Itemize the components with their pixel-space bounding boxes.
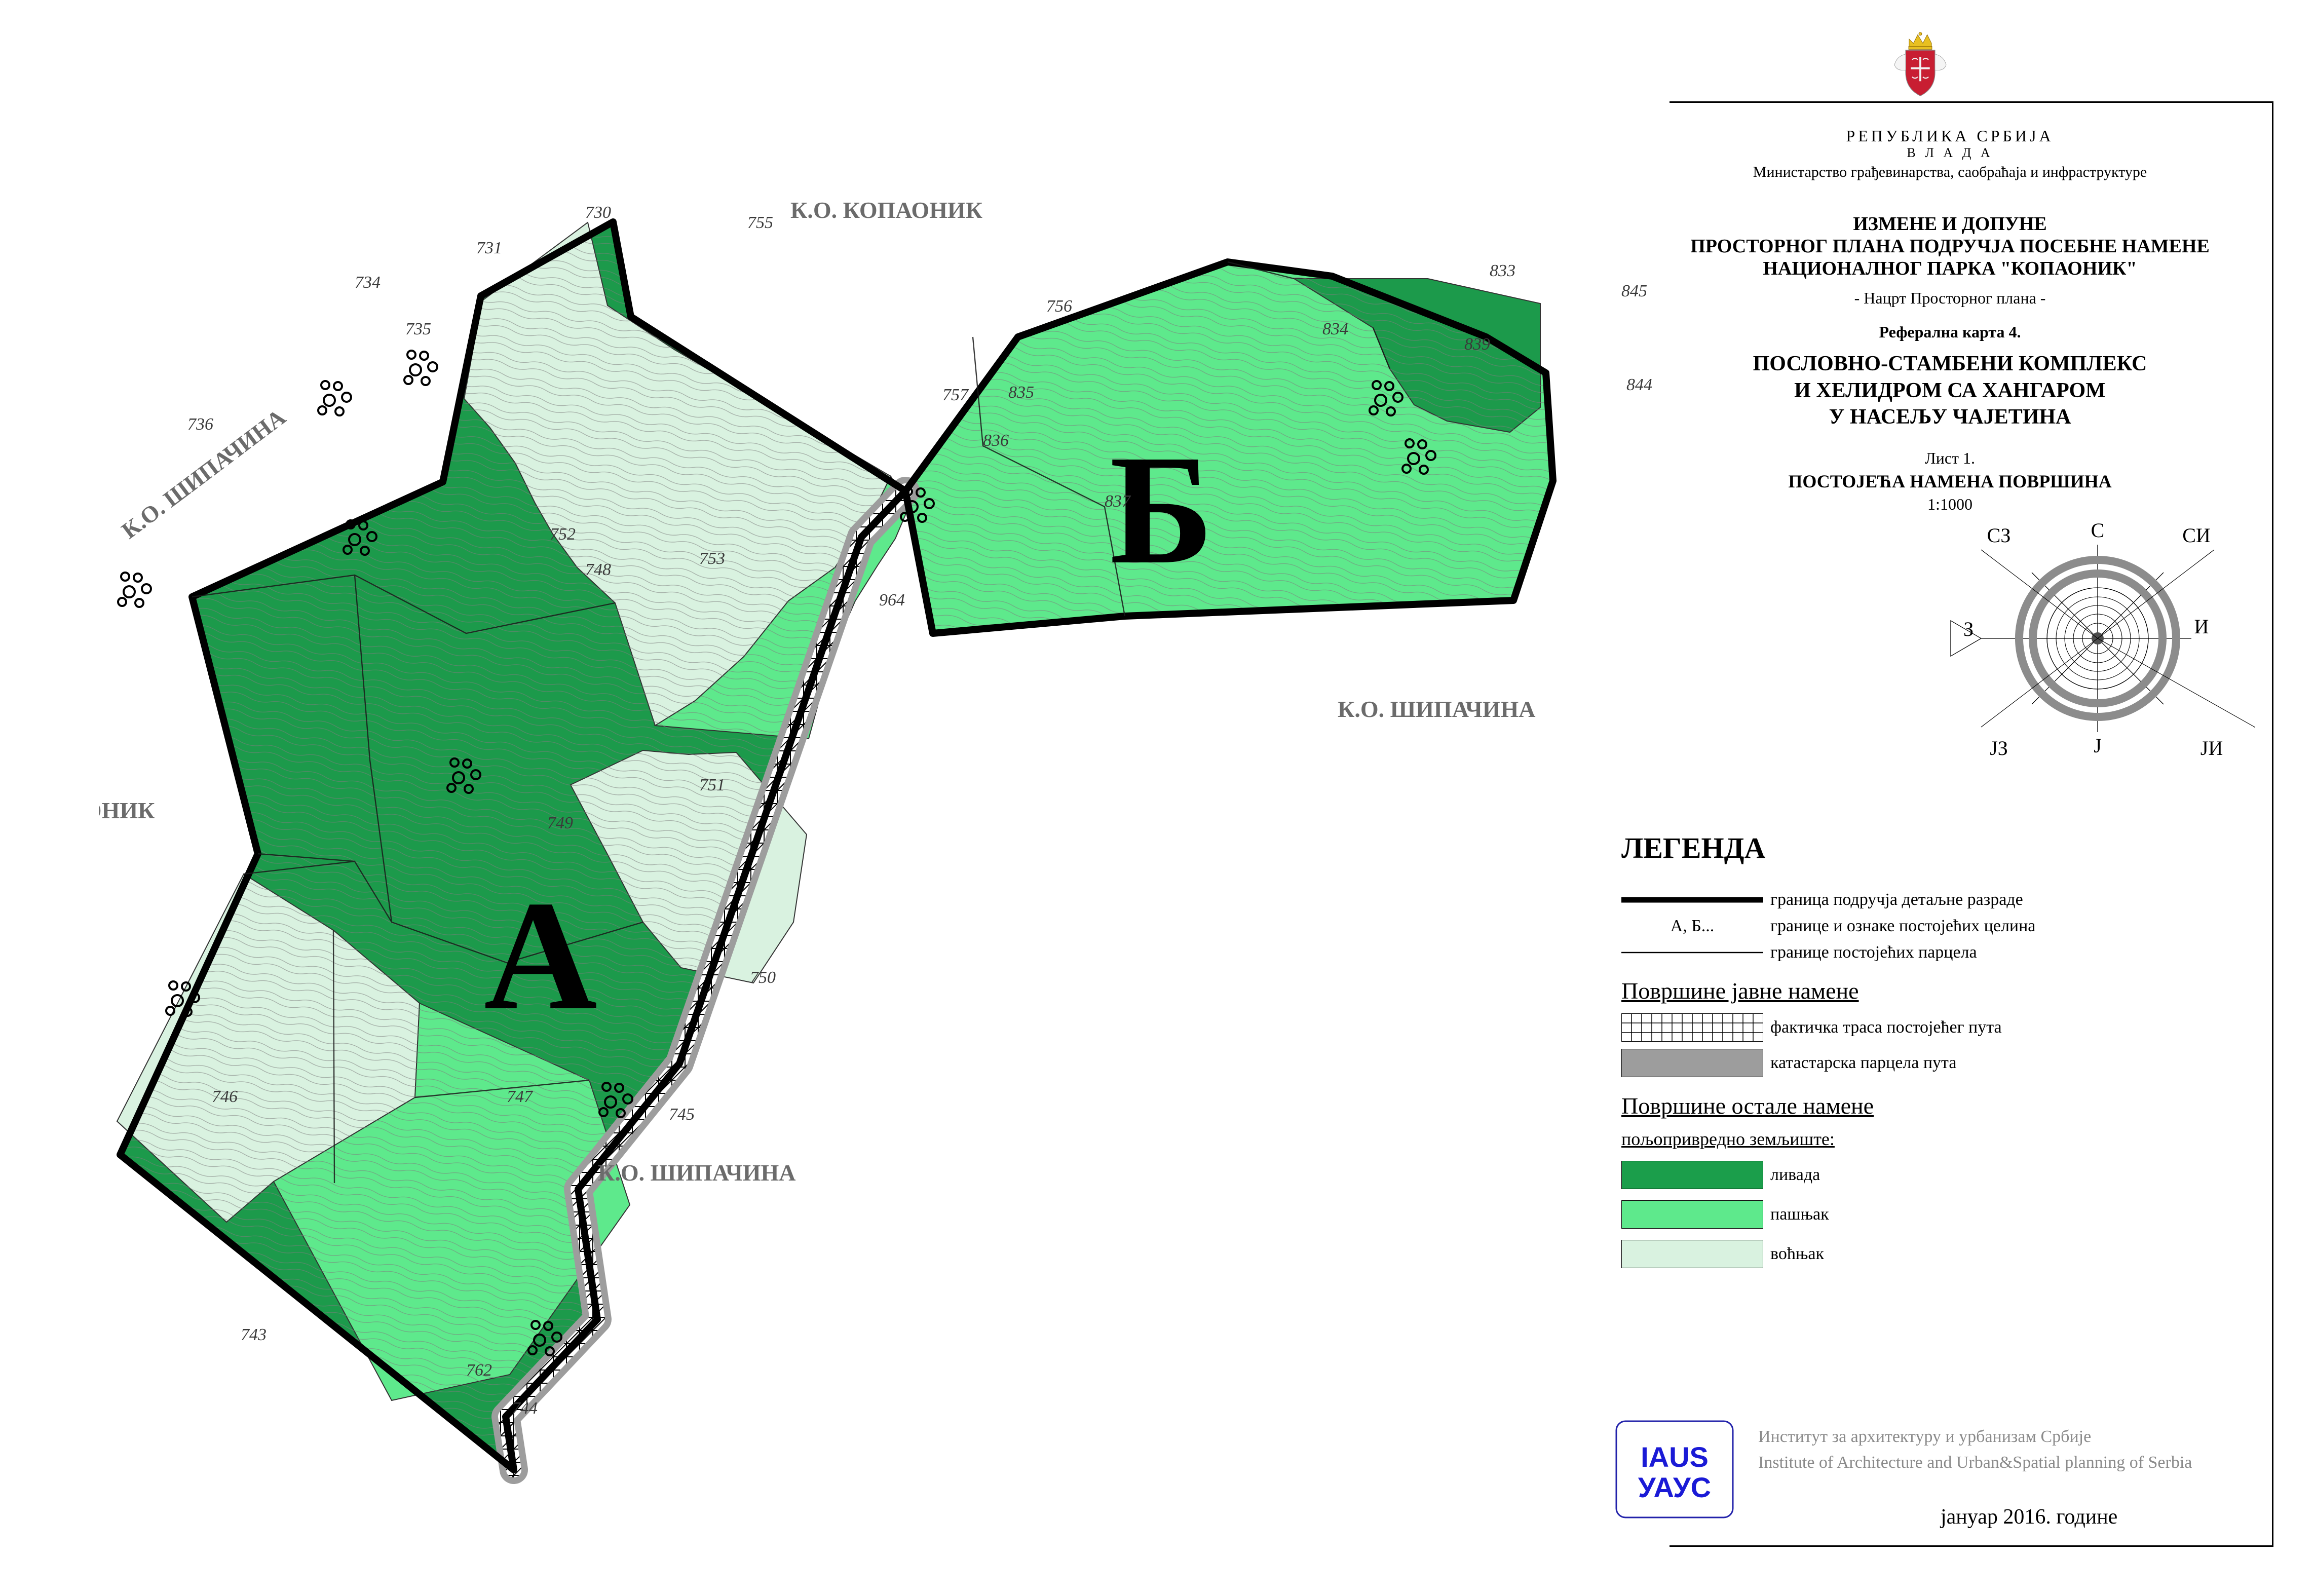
svg-text:835: 835 — [1008, 383, 1034, 402]
svg-text:734: 734 — [355, 273, 381, 292]
svg-text:К.О. КОПАОНИК: К.О. КОПАОНИК — [790, 197, 982, 223]
svg-text:С: С — [2091, 519, 2105, 542]
svg-text:К.О. ШИПАЧИНА: К.О. ШИПАЧИНА — [598, 1160, 795, 1186]
svg-text:752: 752 — [550, 525, 576, 544]
svg-text:СЗ: СЗ — [1987, 524, 2011, 547]
svg-text:745: 745 — [669, 1105, 695, 1124]
svg-text:756: 756 — [1046, 297, 1072, 316]
svg-text:834: 834 — [1322, 320, 1348, 338]
svg-text:УАУС: УАУС — [1638, 1471, 1711, 1503]
svg-text:750: 750 — [750, 968, 776, 987]
svg-text:К.О. ШИПАЧИНА: К.О. ШИПАЧИНА — [1338, 696, 1535, 722]
svg-text:З: З — [1963, 618, 1974, 640]
svg-text:СИ: СИ — [2182, 524, 2211, 547]
svg-text:И: И — [2194, 615, 2209, 638]
svg-text:730: 730 — [585, 203, 611, 222]
svg-text:836: 836 — [983, 431, 1009, 450]
svg-text:751: 751 — [699, 776, 725, 794]
svg-text:964: 964 — [879, 591, 905, 610]
svg-text:736: 736 — [187, 415, 213, 434]
svg-text:744: 744 — [512, 1399, 538, 1418]
svg-text:747: 747 — [507, 1087, 534, 1106]
svg-text:839: 839 — [1464, 335, 1490, 354]
svg-text:749: 749 — [547, 814, 573, 832]
svg-text:753: 753 — [699, 549, 725, 568]
svg-text:ЈЗ: ЈЗ — [1990, 737, 2008, 759]
svg-text:837: 837 — [1105, 492, 1131, 511]
svg-text:IAUS: IAUS — [1641, 1441, 1709, 1473]
svg-text:735: 735 — [405, 320, 431, 338]
svg-text:КОПАОНИК: КОПАОНИК — [99, 797, 155, 823]
svg-text:ЈИ: ЈИ — [2201, 737, 2223, 759]
svg-text:746: 746 — [212, 1087, 238, 1106]
svg-text:762: 762 — [466, 1361, 492, 1380]
svg-text:748: 748 — [585, 560, 611, 579]
svg-text:743: 743 — [241, 1325, 267, 1344]
svg-text:757: 757 — [942, 386, 969, 404]
svg-text:731: 731 — [476, 239, 502, 257]
svg-text:755: 755 — [747, 213, 773, 232]
svg-text:A: A — [484, 869, 597, 1043]
svg-text:833: 833 — [1490, 261, 1515, 280]
svg-text:Ј: Ј — [2094, 734, 2102, 757]
